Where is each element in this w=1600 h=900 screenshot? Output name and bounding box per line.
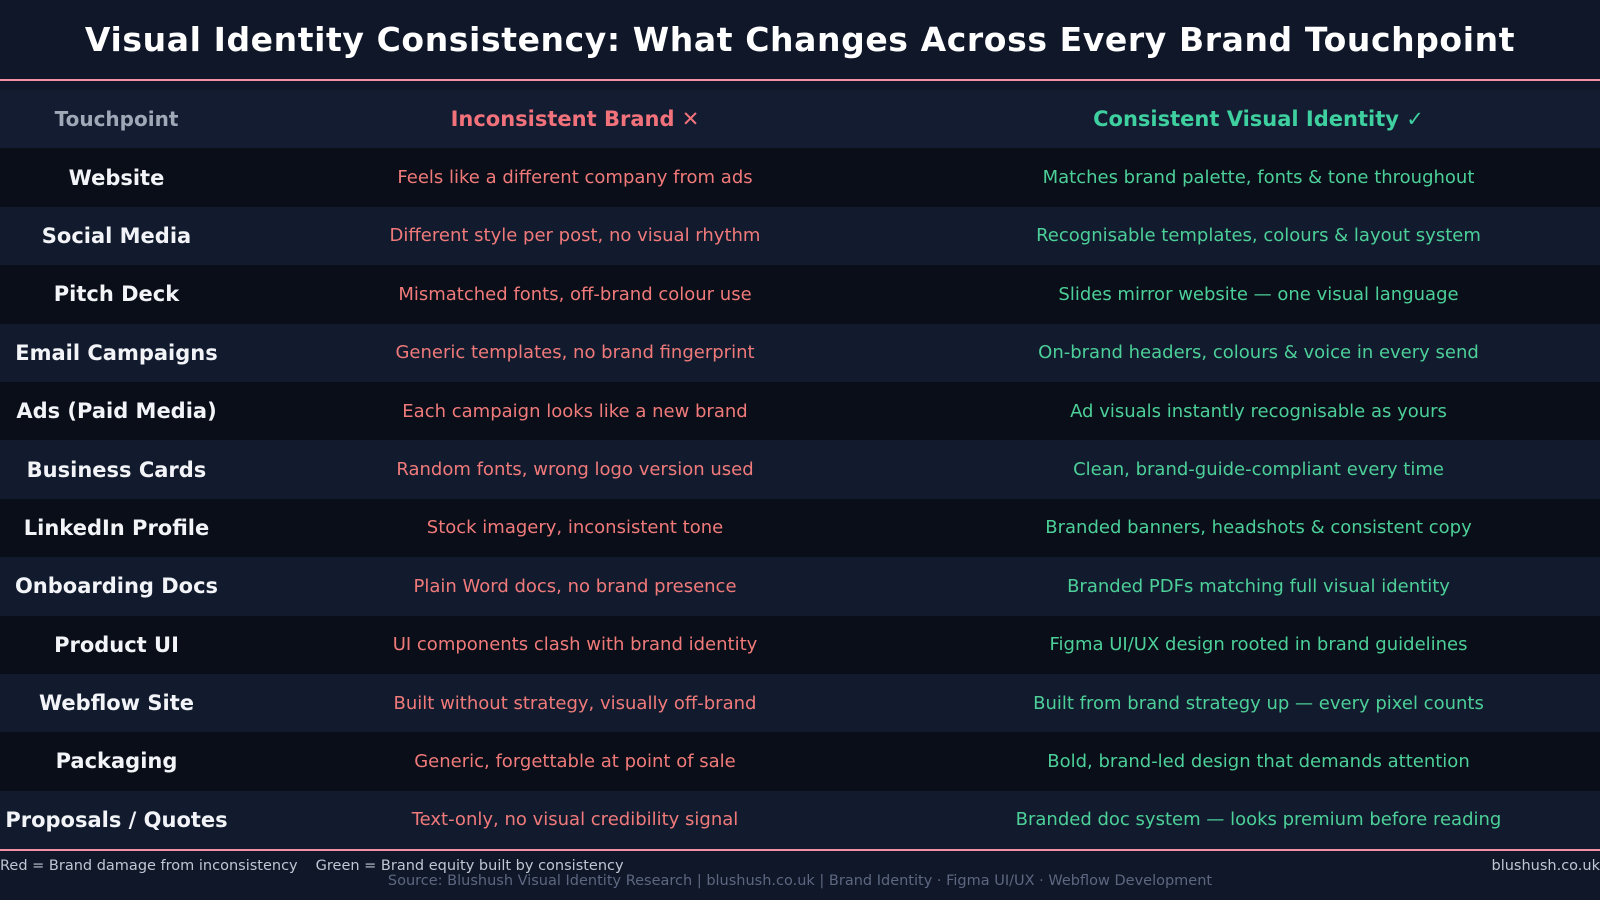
consistent-cell: Clean, brand-guide-compliant every time (1073, 459, 1444, 481)
touchpoint-cell: LinkedIn Profile (23, 515, 210, 540)
touchpoint-cell: Pitch Deck (53, 282, 180, 307)
consistent-cell: Branded banners, headshots & consistent … (1045, 517, 1472, 539)
inconsistent-cell: Built without strategy, visually off-bra… (393, 692, 757, 714)
inconsistent-cell: Generic, forgettable at point of sale (414, 750, 736, 772)
column-header-touchpoint: Touchpoint (54, 107, 179, 132)
table-row: Website Feels like a different company fr… (0, 148, 1600, 207)
touchpoint-cell: Proposals / Quotes (5, 807, 228, 832)
touchpoint-cell: Email Campaigns (15, 340, 218, 365)
table-row: Email Campaigns Generic templates, no bra… (0, 323, 1600, 382)
table-row: LinkedIn Profile Stock imagery, inconsist… (0, 498, 1600, 558)
touchpoint-cell: Packaging (55, 749, 178, 774)
touchpoint-cell: Product UI (54, 632, 179, 657)
table-row: Proposals / Quotes Text-only, no visual c… (0, 790, 1600, 850)
column-header-consistent: Consistent Visual Identity ✓ (1093, 107, 1424, 132)
table-row: Webflow Site Built without strategy, visu… (0, 673, 1600, 733)
inconsistent-cell: Text-only, no visual credibility signal (411, 809, 739, 831)
legend: Red = Brand damage from inconsistency Gr… (0, 858, 624, 874)
inconsistent-cell: Stock imagery, inconsistent tone (426, 517, 724, 539)
title-bar: Visual Identity Consistency: What Change… (0, 0, 1600, 79)
consistent-cell: Recognisable templates, colours & layout… (1036, 225, 1481, 247)
page-title: Visual Identity Consistency: What Change… (84, 20, 1516, 59)
inconsistent-cell: Each campaign looks like a new brand (402, 400, 748, 422)
inconsistent-cell: Mismatched fonts, off-brand colour use (398, 283, 752, 305)
inconsistent-cell: Generic templates, no brand fingerprint (395, 342, 755, 364)
inconsistent-cell: Different style per post, no visual rhyt… (389, 225, 761, 247)
touchpoint-cell: Onboarding Docs (14, 574, 219, 599)
consistent-cell: Figma UI/UX design rooted in brand guide… (1049, 634, 1468, 656)
inconsistent-cell: Feels like a different company from ads (397, 167, 753, 189)
table-header-row: Touchpoint Inconsistent Brand ✕ Consiste… (0, 90, 1600, 149)
consistent-cell: On-brand headers, colours & voice in eve… (1038, 342, 1479, 364)
table-row: Product UI UI components clash with brand… (0, 615, 1600, 674)
consistent-cell: Built from brand strategy up — every pix… (1033, 692, 1484, 714)
consistent-cell: Matches brand palette, fonts & tone thro… (1042, 167, 1475, 189)
table-body: Website Feels like a different company fr… (0, 148, 1600, 850)
column-header-inconsistent: Inconsistent Brand ✕ (450, 107, 700, 132)
footer (0, 851, 1600, 900)
consistent-cell: Bold, brand-led design that demands atte… (1047, 750, 1470, 772)
table-row: Business Cards Random fonts, wrong logo v… (0, 440, 1600, 499)
title-divider (0, 79, 1600, 81)
touchpoint-cell: Website (68, 165, 165, 190)
table-row: Packaging Generic, forgettable at point o… (0, 732, 1600, 791)
inconsistent-cell: Random fonts, wrong logo version used (396, 459, 754, 481)
table-row: Social Media Different style per post, no… (0, 206, 1600, 266)
source-note: Source: Blushush Visual Identity Researc… (387, 873, 1213, 889)
consistent-cell: Branded PDFs matching full visual identi… (1067, 575, 1450, 597)
consistent-cell: Slides mirror website — one visual langu… (1058, 283, 1459, 305)
inconsistent-cell: UI components clash with brand identity (392, 634, 758, 656)
consistent-cell: Ad visuals instantly recognisable as you… (1070, 400, 1447, 422)
legend-red: Red = Brand damage from inconsistency (0, 858, 298, 874)
touchpoint-cell: Webflow Site (39, 691, 194, 716)
inconsistent-cell: Plain Word docs, no brand presence (413, 575, 737, 597)
site-url: blushush.co.uk (1491, 858, 1600, 874)
touchpoint-cell: Business Cards (26, 457, 207, 482)
footer-divider (0, 849, 1600, 851)
table-row: Pitch Deck Mismatched fonts, off-brand co… (0, 265, 1600, 324)
table-row: Ads (Paid Media) Each campaign looks like… (0, 381, 1600, 441)
comparison-table: Touchpoint Inconsistent Brand ✕ Consiste… (0, 90, 1600, 850)
touchpoint-cell: Ads (Paid Media) (16, 399, 217, 424)
legend-green: Green = Brand equity built by consistenc… (315, 858, 624, 874)
touchpoint-cell: Social Media (41, 223, 192, 248)
table-row: Onboarding Docs Plain Word docs, no brand… (0, 557, 1600, 616)
consistent-cell: Branded doc system — looks premium befor… (1015, 809, 1502, 831)
